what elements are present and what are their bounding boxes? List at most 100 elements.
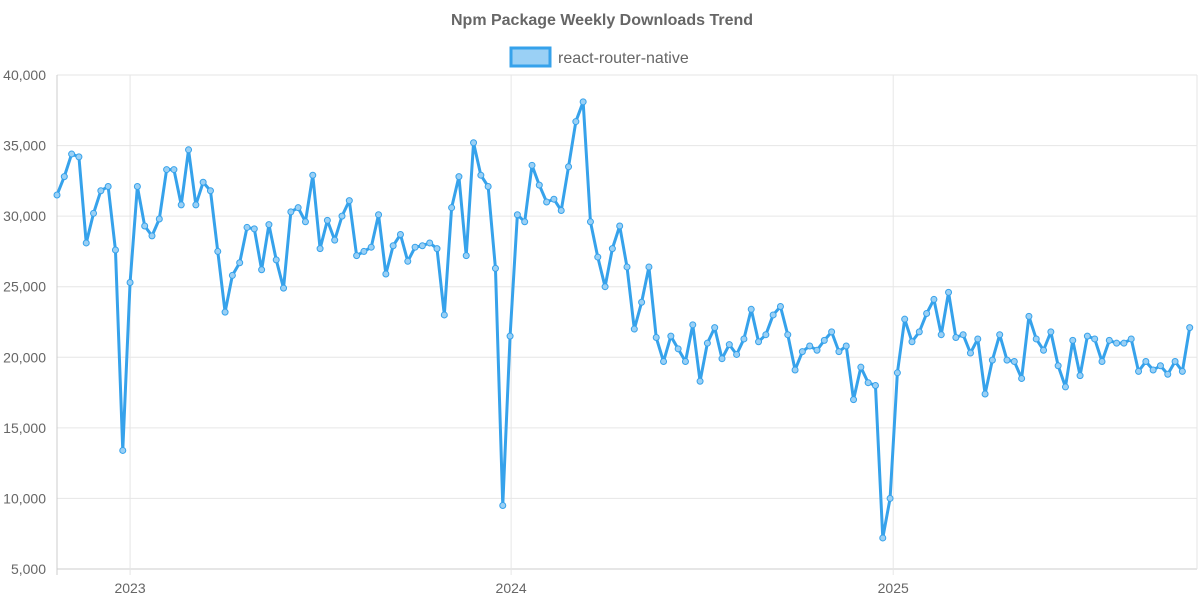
data-point[interactable] bbox=[411, 243, 419, 251]
data-point[interactable] bbox=[776, 302, 784, 310]
data-point[interactable] bbox=[1171, 358, 1179, 366]
data-point[interactable] bbox=[996, 331, 1004, 339]
data-point[interactable] bbox=[981, 390, 989, 398]
data-point[interactable] bbox=[908, 338, 916, 346]
data-point[interactable] bbox=[316, 245, 324, 253]
data-point[interactable] bbox=[1003, 356, 1011, 364]
data-point[interactable] bbox=[177, 201, 185, 209]
data-point[interactable] bbox=[250, 225, 258, 233]
data-point[interactable] bbox=[90, 209, 98, 217]
data-point[interactable] bbox=[1047, 328, 1055, 336]
data-point[interactable] bbox=[199, 178, 207, 186]
data-point[interactable] bbox=[192, 201, 200, 209]
data-point[interactable] bbox=[1076, 372, 1084, 380]
data-point[interactable] bbox=[75, 153, 83, 161]
data-point[interactable] bbox=[68, 150, 76, 158]
data-point[interactable] bbox=[594, 253, 602, 261]
legend-swatch[interactable] bbox=[509, 46, 552, 68]
data-point[interactable] bbox=[681, 358, 689, 366]
data-point[interactable] bbox=[784, 331, 792, 339]
data-point[interactable] bbox=[60, 173, 68, 181]
data-point[interactable] bbox=[1178, 367, 1186, 375]
data-point[interactable] bbox=[864, 379, 872, 387]
legend-label[interactable]: react-router-native bbox=[558, 50, 689, 67]
data-point[interactable] bbox=[1025, 312, 1033, 320]
data-point[interactable] bbox=[930, 295, 938, 303]
data-point[interactable] bbox=[959, 331, 967, 339]
data-point[interactable] bbox=[382, 270, 390, 278]
data-point[interactable] bbox=[104, 183, 112, 190]
data-point[interactable] bbox=[228, 271, 236, 279]
data-point[interactable] bbox=[163, 166, 171, 174]
data-point[interactable] bbox=[674, 345, 682, 353]
data-point[interactable] bbox=[689, 321, 697, 329]
data-point[interactable] bbox=[440, 311, 448, 319]
data-point[interactable] bbox=[1010, 358, 1018, 366]
data-point[interactable] bbox=[141, 222, 149, 230]
data-point[interactable] bbox=[966, 349, 974, 357]
data-point[interactable] bbox=[484, 183, 492, 190]
data-point[interactable] bbox=[499, 501, 507, 509]
data-point[interactable] bbox=[1054, 362, 1062, 370]
data-point[interactable] bbox=[1164, 370, 1172, 378]
data-point[interactable] bbox=[433, 245, 441, 253]
data-point[interactable] bbox=[762, 331, 770, 339]
data-point[interactable] bbox=[338, 212, 346, 220]
data-point[interactable] bbox=[477, 171, 485, 179]
data-point[interactable] bbox=[1149, 366, 1157, 374]
data-point[interactable] bbox=[97, 187, 105, 195]
data-point[interactable] bbox=[148, 232, 156, 240]
data-point[interactable] bbox=[345, 197, 353, 205]
data-point[interactable] bbox=[857, 363, 865, 371]
data-point[interactable] bbox=[667, 332, 675, 340]
data-point[interactable] bbox=[791, 366, 799, 374]
data-point[interactable] bbox=[1098, 358, 1106, 366]
data-point[interactable] bbox=[543, 198, 551, 206]
data-point[interactable] bbox=[703, 339, 711, 347]
data-point[interactable] bbox=[448, 204, 456, 212]
data-point[interactable] bbox=[1156, 362, 1164, 370]
data-point[interactable] bbox=[586, 218, 594, 226]
data-point[interactable] bbox=[418, 242, 426, 250]
data-point[interactable] bbox=[565, 163, 573, 171]
data-point[interactable] bbox=[1083, 332, 1091, 340]
data-point[interactable] bbox=[616, 222, 624, 230]
data-point[interactable] bbox=[119, 446, 127, 454]
data-point[interactable] bbox=[660, 358, 668, 366]
data-point[interactable] bbox=[309, 171, 317, 179]
data-point[interactable] bbox=[608, 245, 616, 253]
data-point[interactable] bbox=[769, 311, 777, 319]
data-point[interactable] bbox=[133, 183, 141, 190]
data-point[interactable] bbox=[988, 356, 996, 364]
data-point[interactable] bbox=[835, 348, 843, 356]
data-point[interactable] bbox=[331, 236, 339, 244]
data-point[interactable] bbox=[280, 284, 288, 292]
data-point[interactable] bbox=[579, 98, 587, 106]
data-point[interactable] bbox=[1120, 339, 1128, 347]
data-point[interactable] bbox=[287, 208, 295, 216]
data-point[interactable] bbox=[645, 263, 653, 271]
data-point[interactable] bbox=[1061, 383, 1069, 391]
data-point[interactable] bbox=[353, 252, 361, 260]
data-point[interactable] bbox=[937, 331, 945, 339]
data-point[interactable] bbox=[82, 239, 90, 247]
data-point[interactable] bbox=[360, 247, 368, 255]
data-point[interactable] bbox=[1105, 336, 1113, 344]
data-point[interactable] bbox=[214, 247, 222, 255]
data-point[interactable] bbox=[236, 259, 244, 267]
data-point[interactable] bbox=[462, 252, 470, 260]
data-point[interactable] bbox=[528, 161, 536, 169]
data-point[interactable] bbox=[813, 346, 821, 354]
data-point[interactable] bbox=[755, 338, 763, 346]
data-point[interactable] bbox=[111, 246, 119, 254]
data-point[interactable] bbox=[828, 328, 836, 336]
data-point[interactable] bbox=[952, 334, 960, 342]
data-point[interactable] bbox=[901, 315, 909, 323]
data-point[interactable] bbox=[1135, 367, 1143, 375]
data-point[interactable] bbox=[258, 266, 266, 274]
data-point[interactable] bbox=[1142, 358, 1150, 366]
data-point[interactable] bbox=[367, 243, 375, 251]
data-point[interactable] bbox=[126, 278, 134, 286]
data-point[interactable] bbox=[265, 221, 273, 229]
data-point[interactable] bbox=[294, 204, 302, 212]
